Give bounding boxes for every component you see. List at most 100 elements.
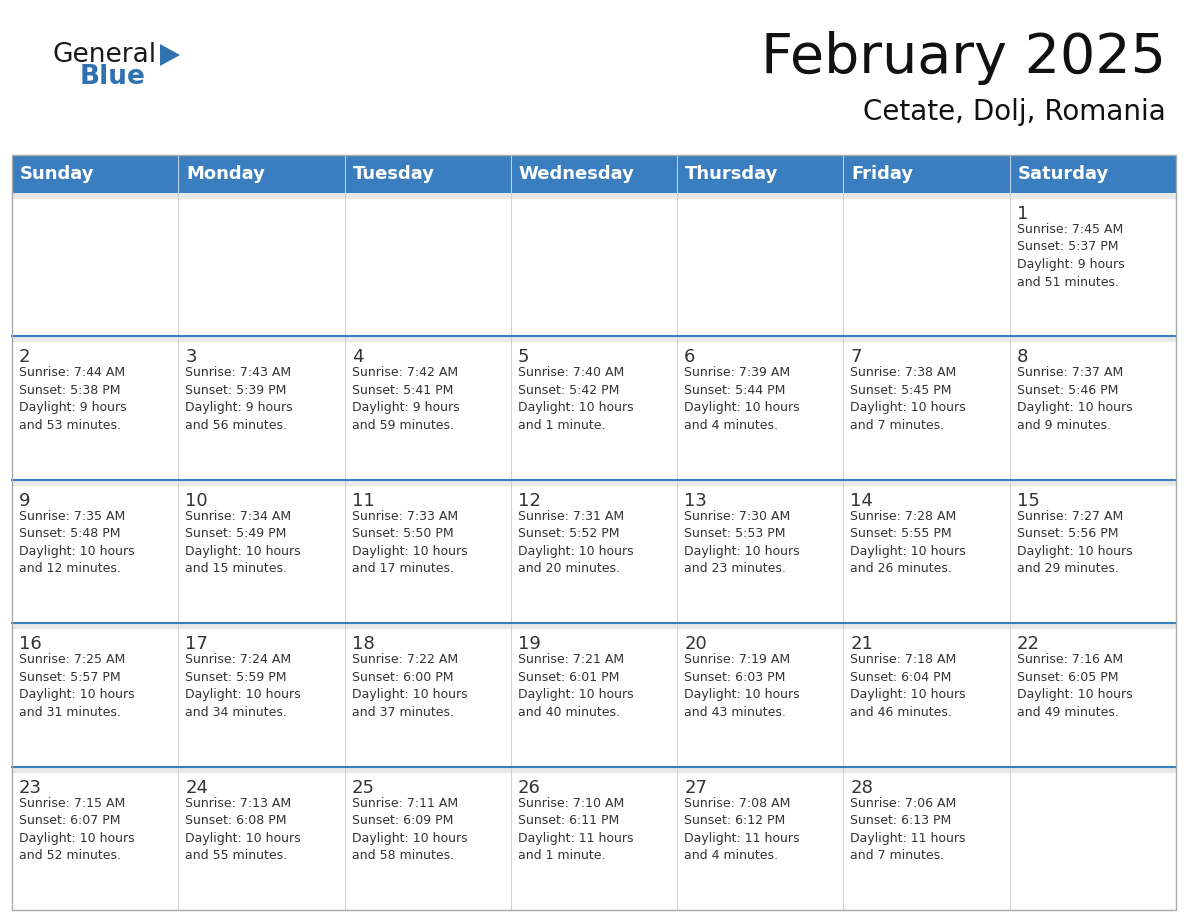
Text: Thursday: Thursday bbox=[685, 165, 778, 183]
Bar bbox=[677, 342, 843, 480]
Text: Sunrise: 7:25 AM
Sunset: 5:57 PM
Daylight: 10 hours
and 31 minutes.: Sunrise: 7:25 AM Sunset: 5:57 PM Dayligh… bbox=[19, 654, 134, 719]
Text: 11: 11 bbox=[352, 492, 374, 509]
Text: 26: 26 bbox=[518, 778, 541, 797]
Text: Sunrise: 7:33 AM
Sunset: 5:50 PM
Daylight: 10 hours
and 17 minutes.: Sunrise: 7:33 AM Sunset: 5:50 PM Dayligh… bbox=[352, 509, 467, 576]
Text: 5: 5 bbox=[518, 349, 530, 366]
Bar bbox=[345, 342, 511, 480]
Bar bbox=[178, 773, 345, 910]
Text: Sunrise: 7:15 AM
Sunset: 6:07 PM
Daylight: 10 hours
and 52 minutes.: Sunrise: 7:15 AM Sunset: 6:07 PM Dayligh… bbox=[19, 797, 134, 862]
Bar bbox=[345, 629, 511, 767]
Text: 25: 25 bbox=[352, 778, 374, 797]
Text: 6: 6 bbox=[684, 349, 695, 366]
Text: Sunrise: 7:42 AM
Sunset: 5:41 PM
Daylight: 9 hours
and 59 minutes.: Sunrise: 7:42 AM Sunset: 5:41 PM Dayligh… bbox=[352, 366, 460, 431]
Text: Tuesday: Tuesday bbox=[353, 165, 435, 183]
Text: 10: 10 bbox=[185, 492, 208, 509]
Bar bbox=[677, 773, 843, 910]
Text: 9: 9 bbox=[19, 492, 31, 509]
Bar bbox=[1010, 155, 1176, 193]
Bar bbox=[843, 199, 1010, 336]
Text: 19: 19 bbox=[518, 635, 541, 654]
Bar bbox=[12, 342, 178, 480]
Text: Saturday: Saturday bbox=[1018, 165, 1108, 183]
Text: 3: 3 bbox=[185, 349, 197, 366]
Text: February 2025: February 2025 bbox=[762, 31, 1165, 85]
Bar bbox=[178, 486, 345, 623]
Text: 17: 17 bbox=[185, 635, 208, 654]
Bar bbox=[345, 486, 511, 623]
Bar bbox=[843, 773, 1010, 910]
Bar bbox=[12, 773, 178, 910]
Text: 28: 28 bbox=[851, 778, 873, 797]
Text: 7: 7 bbox=[851, 349, 862, 366]
Text: Sunrise: 7:10 AM
Sunset: 6:11 PM
Daylight: 11 hours
and 1 minute.: Sunrise: 7:10 AM Sunset: 6:11 PM Dayligh… bbox=[518, 797, 633, 862]
Text: Sunrise: 7:45 AM
Sunset: 5:37 PM
Daylight: 9 hours
and 51 minutes.: Sunrise: 7:45 AM Sunset: 5:37 PM Dayligh… bbox=[1017, 223, 1124, 288]
Text: 2: 2 bbox=[19, 349, 31, 366]
Text: Sunrise: 7:43 AM
Sunset: 5:39 PM
Daylight: 9 hours
and 56 minutes.: Sunrise: 7:43 AM Sunset: 5:39 PM Dayligh… bbox=[185, 366, 293, 431]
Text: Sunrise: 7:21 AM
Sunset: 6:01 PM
Daylight: 10 hours
and 40 minutes.: Sunrise: 7:21 AM Sunset: 6:01 PM Dayligh… bbox=[518, 654, 633, 719]
Bar bbox=[1010, 773, 1176, 910]
Text: 8: 8 bbox=[1017, 349, 1028, 366]
Text: Sunrise: 7:40 AM
Sunset: 5:42 PM
Daylight: 10 hours
and 1 minute.: Sunrise: 7:40 AM Sunset: 5:42 PM Dayligh… bbox=[518, 366, 633, 431]
Bar bbox=[1010, 629, 1176, 767]
Bar bbox=[12, 155, 178, 193]
Bar bbox=[12, 199, 178, 336]
Bar bbox=[178, 155, 345, 193]
Text: 27: 27 bbox=[684, 778, 707, 797]
Text: 20: 20 bbox=[684, 635, 707, 654]
Bar bbox=[1010, 486, 1176, 623]
Bar bbox=[178, 629, 345, 767]
Text: Sunrise: 7:06 AM
Sunset: 6:13 PM
Daylight: 11 hours
and 7 minutes.: Sunrise: 7:06 AM Sunset: 6:13 PM Dayligh… bbox=[851, 797, 966, 862]
Text: Sunday: Sunday bbox=[20, 165, 95, 183]
Bar bbox=[511, 486, 677, 623]
Bar bbox=[12, 629, 178, 767]
Text: Sunrise: 7:35 AM
Sunset: 5:48 PM
Daylight: 10 hours
and 12 minutes.: Sunrise: 7:35 AM Sunset: 5:48 PM Dayligh… bbox=[19, 509, 134, 576]
Bar bbox=[511, 199, 677, 336]
Text: 12: 12 bbox=[518, 492, 541, 509]
Text: Sunrise: 7:44 AM
Sunset: 5:38 PM
Daylight: 9 hours
and 53 minutes.: Sunrise: 7:44 AM Sunset: 5:38 PM Dayligh… bbox=[19, 366, 127, 431]
Bar bbox=[511, 155, 677, 193]
Text: Sunrise: 7:34 AM
Sunset: 5:49 PM
Daylight: 10 hours
and 15 minutes.: Sunrise: 7:34 AM Sunset: 5:49 PM Dayligh… bbox=[185, 509, 301, 576]
Text: Sunrise: 7:16 AM
Sunset: 6:05 PM
Daylight: 10 hours
and 49 minutes.: Sunrise: 7:16 AM Sunset: 6:05 PM Dayligh… bbox=[1017, 654, 1132, 719]
Text: Blue: Blue bbox=[80, 64, 146, 90]
Text: 4: 4 bbox=[352, 349, 364, 366]
Bar bbox=[511, 629, 677, 767]
Text: Sunrise: 7:11 AM
Sunset: 6:09 PM
Daylight: 10 hours
and 58 minutes.: Sunrise: 7:11 AM Sunset: 6:09 PM Dayligh… bbox=[352, 797, 467, 862]
Text: Sunrise: 7:39 AM
Sunset: 5:44 PM
Daylight: 10 hours
and 4 minutes.: Sunrise: 7:39 AM Sunset: 5:44 PM Dayligh… bbox=[684, 366, 800, 431]
Bar bbox=[12, 767, 1176, 773]
Text: Sunrise: 7:28 AM
Sunset: 5:55 PM
Daylight: 10 hours
and 26 minutes.: Sunrise: 7:28 AM Sunset: 5:55 PM Dayligh… bbox=[851, 509, 966, 576]
Bar bbox=[178, 342, 345, 480]
Bar bbox=[677, 629, 843, 767]
Text: 18: 18 bbox=[352, 635, 374, 654]
Bar bbox=[843, 155, 1010, 193]
Text: Sunrise: 7:30 AM
Sunset: 5:53 PM
Daylight: 10 hours
and 23 minutes.: Sunrise: 7:30 AM Sunset: 5:53 PM Dayligh… bbox=[684, 509, 800, 576]
Bar bbox=[1010, 342, 1176, 480]
Text: Cetate, Dolj, Romania: Cetate, Dolj, Romania bbox=[864, 98, 1165, 126]
Bar bbox=[12, 336, 1176, 342]
Bar bbox=[345, 155, 511, 193]
Text: 23: 23 bbox=[19, 778, 42, 797]
Text: Sunrise: 7:08 AM
Sunset: 6:12 PM
Daylight: 11 hours
and 4 minutes.: Sunrise: 7:08 AM Sunset: 6:12 PM Dayligh… bbox=[684, 797, 800, 862]
Text: 1: 1 bbox=[1017, 205, 1028, 223]
Bar bbox=[12, 155, 1176, 910]
Bar bbox=[1010, 199, 1176, 336]
Bar bbox=[12, 486, 178, 623]
Bar bbox=[12, 480, 1176, 486]
Text: 22: 22 bbox=[1017, 635, 1040, 654]
Bar bbox=[12, 623, 1176, 629]
Text: Sunrise: 7:31 AM
Sunset: 5:52 PM
Daylight: 10 hours
and 20 minutes.: Sunrise: 7:31 AM Sunset: 5:52 PM Dayligh… bbox=[518, 509, 633, 576]
Text: 24: 24 bbox=[185, 778, 208, 797]
Bar bbox=[345, 199, 511, 336]
Text: Wednesday: Wednesday bbox=[519, 165, 634, 183]
Bar bbox=[511, 342, 677, 480]
Text: Sunrise: 7:18 AM
Sunset: 6:04 PM
Daylight: 10 hours
and 46 minutes.: Sunrise: 7:18 AM Sunset: 6:04 PM Dayligh… bbox=[851, 654, 966, 719]
Bar bbox=[843, 629, 1010, 767]
Text: 14: 14 bbox=[851, 492, 873, 509]
Text: Sunrise: 7:27 AM
Sunset: 5:56 PM
Daylight: 10 hours
and 29 minutes.: Sunrise: 7:27 AM Sunset: 5:56 PM Dayligh… bbox=[1017, 509, 1132, 576]
Text: 21: 21 bbox=[851, 635, 873, 654]
Polygon shape bbox=[160, 44, 181, 66]
Bar bbox=[345, 773, 511, 910]
Text: Monday: Monday bbox=[187, 165, 265, 183]
Bar bbox=[843, 486, 1010, 623]
Text: 13: 13 bbox=[684, 492, 707, 509]
Bar bbox=[677, 155, 843, 193]
